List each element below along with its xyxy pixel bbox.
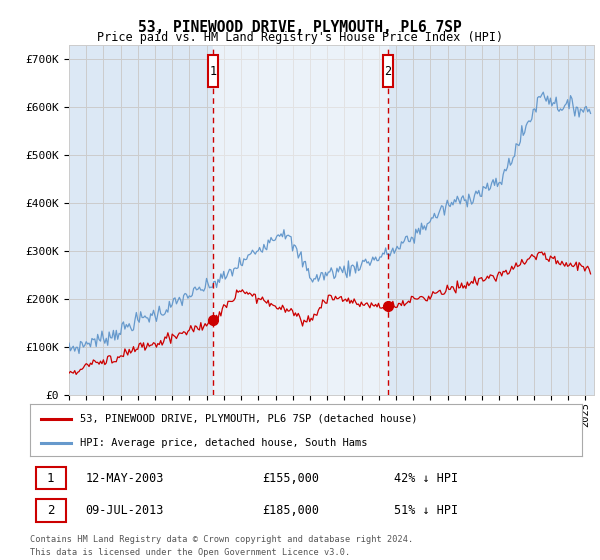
Text: 12-MAY-2003: 12-MAY-2003 [85,472,164,484]
FancyBboxPatch shape [383,55,392,87]
Text: 2: 2 [384,64,391,77]
Bar [213,45,388,395]
FancyBboxPatch shape [35,499,66,521]
Text: 53, PINEWOOD DRIVE, PLYMOUTH, PL6 7SP: 53, PINEWOOD DRIVE, PLYMOUTH, PL6 7SP [138,20,462,35]
Text: Price paid vs. HM Land Registry's House Price Index (HPI): Price paid vs. HM Land Registry's House … [97,31,503,44]
FancyBboxPatch shape [208,55,218,87]
Text: £155,000: £155,000 [262,472,319,484]
Text: 1: 1 [209,64,217,77]
Text: 1: 1 [47,472,55,484]
Text: 09-JUL-2013: 09-JUL-2013 [85,504,164,517]
Text: 42% ↓ HPI: 42% ↓ HPI [394,472,458,484]
Text: 51% ↓ HPI: 51% ↓ HPI [394,504,458,517]
FancyBboxPatch shape [35,467,66,489]
Text: HPI: Average price, detached house, South Hams: HPI: Average price, detached house, Sout… [80,438,367,449]
Text: 53, PINEWOOD DRIVE, PLYMOUTH, PL6 7SP (detached house): 53, PINEWOOD DRIVE, PLYMOUTH, PL6 7SP (d… [80,414,417,424]
Text: Contains HM Land Registry data © Crown copyright and database right 2024.
This d: Contains HM Land Registry data © Crown c… [30,535,413,557]
Text: 2: 2 [47,504,55,517]
Text: £185,000: £185,000 [262,504,319,517]
